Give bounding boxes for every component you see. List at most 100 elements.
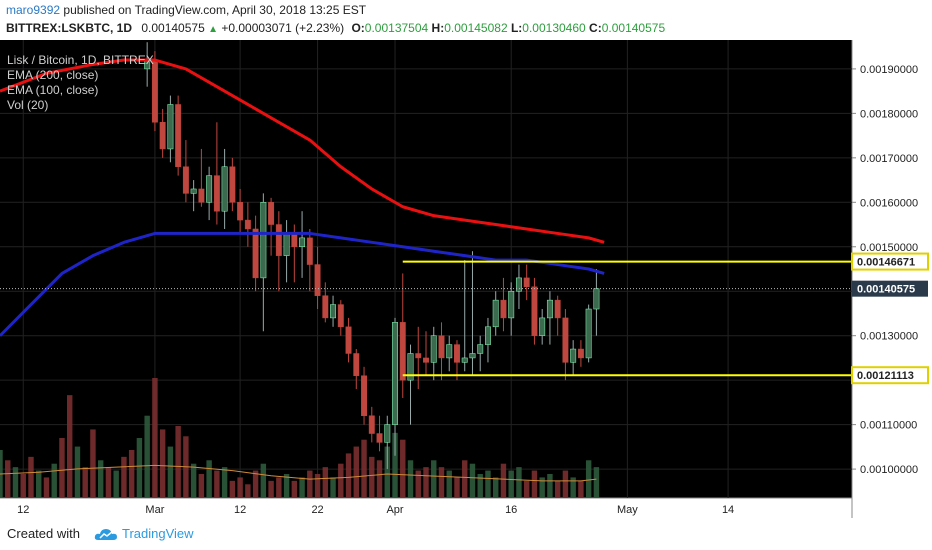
high-label: H:: [431, 21, 445, 35]
candle-body: [368, 415, 375, 434]
volume-bar: [585, 460, 592, 498]
candle-body: [252, 228, 259, 279]
candle-body: [477, 344, 484, 354]
volume-ma-line: [0, 464, 597, 482]
candle-body: [237, 202, 244, 221]
volume-bar: [136, 438, 143, 498]
close-label: C:: [589, 21, 602, 35]
tradingview-brand-link[interactable]: TradingView: [122, 526, 194, 541]
volume-bar: [12, 467, 19, 498]
volume-bar: [446, 470, 452, 498]
volume-bar: [330, 477, 336, 498]
volume-bar: [531, 470, 538, 498]
y-tick-label: 0.00110000: [860, 420, 917, 432]
candle-body: [206, 175, 213, 203]
author-link[interactable]: maro9392: [6, 3, 61, 17]
created-with-label: Created with: [7, 526, 80, 541]
candle-body: [151, 59, 158, 123]
candle-body: [167, 104, 174, 150]
volume-bar: [384, 446, 390, 498]
volume-bar: [415, 470, 421, 498]
volume-bar: [547, 474, 553, 498]
price-change: +0.00003071 (+2.23%): [221, 21, 345, 35]
volume-bar: [338, 463, 344, 498]
candle-body: [407, 353, 414, 381]
volume-bar: [322, 467, 329, 498]
candle-body: [430, 335, 437, 363]
candle-body: [485, 326, 491, 345]
candle-body: [469, 353, 476, 359]
volume-bar: [307, 470, 313, 498]
candle-body: [182, 166, 189, 194]
candle-body: [500, 299, 507, 319]
level-lines: [0, 260, 852, 377]
volume-bar: [392, 432, 398, 498]
candle-body: [213, 175, 220, 212]
volume-bar: [152, 378, 158, 498]
price-axis: [852, 40, 932, 518]
volume-bar: [454, 477, 460, 498]
volume-bar: [66, 395, 73, 498]
volume-bar: [477, 474, 483, 498]
time-axis: [0, 498, 852, 518]
legend-ema100: EMA (100, close): [7, 83, 98, 97]
volume-bar: [423, 467, 429, 498]
ema200-line: [0, 58, 605, 244]
y-tick-label: 0.00170000: [860, 153, 918, 165]
high-value: 0.00145082: [444, 21, 508, 35]
candle-body: [423, 357, 429, 363]
candle-body: [291, 233, 298, 248]
volume-bar: [361, 439, 367, 498]
volume-bar: [376, 460, 383, 498]
candle-body: [229, 166, 236, 203]
symbol-label: BITTREX:LSKBTC, 1D: [6, 21, 132, 35]
volume-bar: [492, 477, 499, 498]
volume-bar: [90, 429, 96, 498]
volume-bar: [252, 470, 259, 498]
candle-body: [461, 357, 468, 363]
tradingview-logo-icon: [94, 527, 118, 544]
volume-bar: [113, 470, 119, 498]
volume-bar: [268, 480, 274, 498]
ohlc-line: BITTREX:LSKBTC, 1D 0.00140575 ▲ +0.00003…: [6, 21, 665, 35]
volume-bar: [508, 470, 514, 498]
volume-bar: [578, 480, 584, 498]
volume-bar: [198, 474, 205, 498]
volume-bar: [206, 460, 212, 498]
volume-bar: [5, 460, 11, 498]
candle-body: [554, 299, 561, 319]
x-tick-label: 12: [17, 504, 29, 516]
candle-body: [508, 290, 515, 319]
volume-bar: [105, 467, 112, 498]
volume-bar: [485, 470, 491, 498]
volume-ma: [0, 464, 597, 482]
candle-body: [175, 104, 182, 167]
volume-bar: [562, 470, 569, 498]
low-value: 0.00130460: [522, 21, 586, 35]
candle-body: [306, 237, 313, 265]
candle-body: [361, 375, 367, 416]
volume-bar: [214, 470, 220, 498]
candles: [144, 42, 600, 470]
price-chart[interactable]: 0.001000000.001100000.001200000.00130000…: [0, 40, 932, 518]
candle-body: [275, 224, 282, 256]
x-tick-label: 14: [722, 504, 734, 516]
candle-body: [322, 295, 329, 319]
candle-body: [353, 353, 360, 376]
candle-body: [299, 237, 306, 248]
volume-bar: [276, 477, 282, 498]
candle-body: [593, 288, 600, 310]
candle-body: [330, 304, 337, 319]
level-badge: [851, 252, 929, 271]
x-tick-label: May: [617, 504, 638, 516]
open-label: O:: [351, 21, 365, 35]
volume-bar: [431, 460, 437, 498]
volume-bar: [74, 446, 81, 498]
volume-bar: [175, 426, 181, 498]
candle-body: [384, 424, 391, 443]
candle-body: [492, 299, 499, 328]
y-tick-label: 0.00100000: [860, 464, 918, 476]
candle-body: [415, 353, 422, 359]
candle-body: [438, 335, 445, 359]
